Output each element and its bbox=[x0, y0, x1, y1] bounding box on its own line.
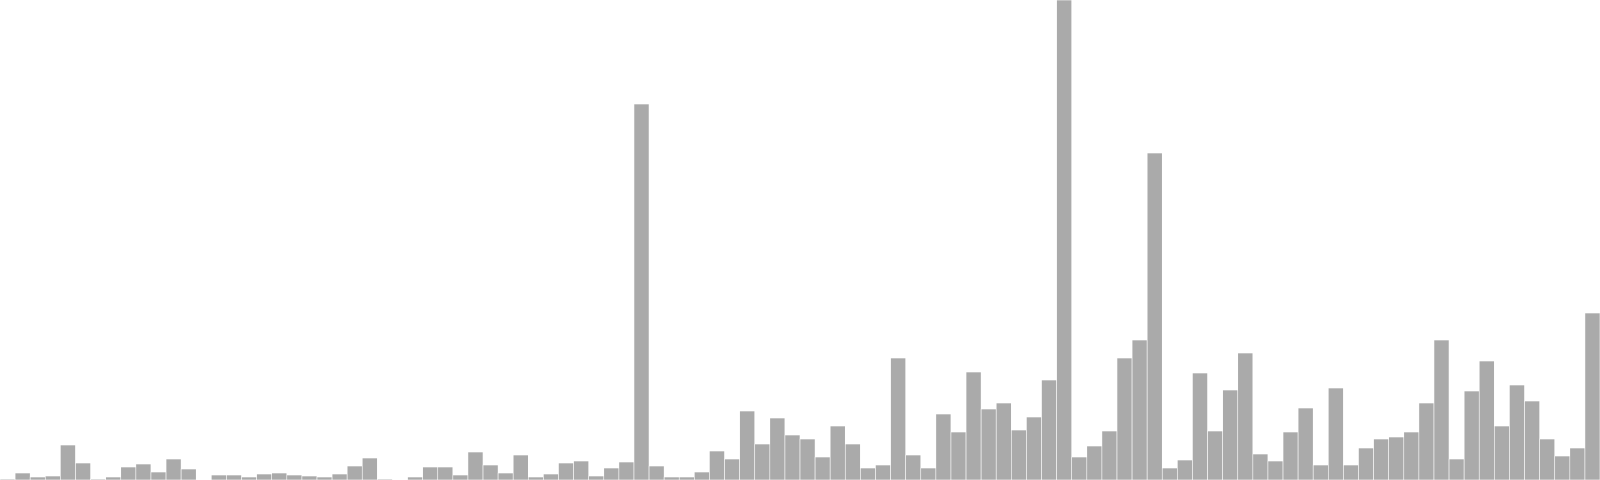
bar-73 bbox=[1101, 430, 1118, 480]
bar-39 bbox=[588, 475, 605, 480]
bar-69 bbox=[1041, 379, 1057, 480]
bar-61 bbox=[920, 467, 937, 480]
bar-103 bbox=[1554, 455, 1571, 480]
bar-87 bbox=[1312, 464, 1329, 480]
bar-101 bbox=[1524, 400, 1540, 480]
bar-104 bbox=[1569, 447, 1586, 480]
bar-93 bbox=[1403, 431, 1420, 480]
bar-97 bbox=[1463, 390, 1480, 480]
bar-60 bbox=[905, 454, 922, 480]
bar-53 bbox=[799, 438, 816, 480]
bar-50 bbox=[754, 443, 771, 480]
bar-55 bbox=[829, 425, 846, 480]
bar-77 bbox=[1161, 467, 1178, 480]
bar-81 bbox=[1222, 389, 1239, 480]
bar-18 bbox=[271, 472, 288, 480]
bar-10 bbox=[150, 471, 167, 480]
bar-15 bbox=[226, 474, 242, 480]
bar-12 bbox=[180, 468, 197, 480]
bar-76 bbox=[1146, 152, 1163, 480]
bar-79 bbox=[1192, 372, 1208, 480]
bar-20 bbox=[301, 475, 318, 480]
bar-4 bbox=[60, 444, 76, 480]
bar-49 bbox=[739, 410, 756, 480]
bar-14 bbox=[211, 474, 227, 480]
bar-19 bbox=[286, 474, 303, 480]
bar-70 bbox=[1056, 0, 1072, 480]
bar-63 bbox=[950, 431, 967, 480]
bar-91 bbox=[1373, 438, 1389, 480]
bar-30 bbox=[452, 474, 469, 480]
bar-5 bbox=[75, 462, 91, 480]
bar-99 bbox=[1494, 425, 1510, 480]
bar-1 bbox=[14, 472, 31, 480]
bar-64 bbox=[965, 371, 982, 480]
bar-59 bbox=[890, 357, 906, 480]
bar-51 bbox=[769, 417, 786, 480]
bar-24 bbox=[361, 457, 378, 480]
bar-71 bbox=[1071, 456, 1088, 480]
bar-75 bbox=[1131, 339, 1148, 480]
bar-31 bbox=[467, 451, 484, 480]
bar-41 bbox=[618, 461, 635, 480]
bar-22 bbox=[331, 473, 348, 480]
bar-40 bbox=[603, 467, 620, 480]
bar-32 bbox=[482, 464, 499, 480]
bar-54 bbox=[814, 456, 831, 480]
bar-66 bbox=[995, 402, 1012, 480]
bar-90 bbox=[1358, 447, 1374, 480]
bar-67 bbox=[1011, 429, 1027, 480]
bar-100 bbox=[1509, 384, 1525, 480]
bar-43 bbox=[648, 465, 665, 480]
bar-68 bbox=[1026, 416, 1042, 480]
bar-74 bbox=[1116, 357, 1133, 480]
bar-94 bbox=[1418, 402, 1435, 480]
bar-11 bbox=[165, 458, 182, 480]
bar-17 bbox=[256, 473, 272, 480]
bar-82 bbox=[1237, 352, 1254, 480]
bar-65 bbox=[980, 408, 997, 480]
bar-78 bbox=[1177, 459, 1193, 480]
bar-48 bbox=[724, 458, 740, 480]
bar-36 bbox=[543, 473, 559, 480]
bar-3 bbox=[44, 475, 61, 480]
bar-28 bbox=[422, 466, 439, 480]
bar-98 bbox=[1478, 360, 1495, 480]
bar-38 bbox=[573, 460, 589, 480]
bar-96 bbox=[1448, 458, 1465, 480]
bar-47 bbox=[709, 450, 725, 480]
bar-58 bbox=[875, 464, 891, 480]
bar-8 bbox=[120, 466, 137, 480]
bar-89 bbox=[1343, 464, 1359, 480]
bar-23 bbox=[346, 465, 363, 480]
bar-37 bbox=[558, 462, 574, 480]
bar-57 bbox=[860, 467, 876, 480]
bar-9 bbox=[135, 463, 152, 480]
bar-84 bbox=[1267, 460, 1284, 480]
bar-62 bbox=[935, 413, 952, 480]
bar-88 bbox=[1328, 387, 1344, 480]
bar-83 bbox=[1252, 453, 1269, 480]
bar-95 bbox=[1433, 339, 1450, 480]
bar-56 bbox=[844, 443, 861, 480]
bar-46 bbox=[694, 471, 710, 480]
bar-29 bbox=[437, 466, 454, 480]
bar-33 bbox=[497, 472, 514, 480]
bar-52 bbox=[784, 434, 801, 480]
bar-42 bbox=[633, 103, 650, 480]
bar-102 bbox=[1539, 438, 1556, 480]
bar-86 bbox=[1297, 407, 1314, 480]
bar-105 bbox=[1584, 312, 1600, 480]
bar-80 bbox=[1207, 430, 1223, 480]
bar-34 bbox=[512, 454, 529, 480]
bar-92 bbox=[1388, 436, 1405, 480]
bar-85 bbox=[1282, 431, 1299, 480]
bar-72 bbox=[1086, 445, 1103, 480]
